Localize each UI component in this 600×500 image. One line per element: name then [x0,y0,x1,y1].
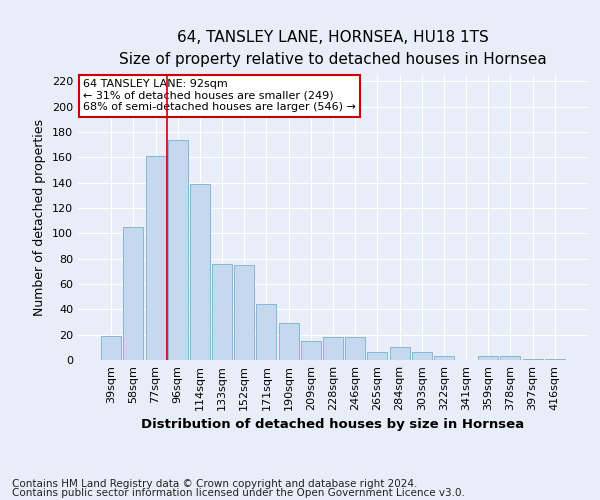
Text: Contains public sector information licensed under the Open Government Licence v3: Contains public sector information licen… [12,488,465,498]
Bar [301,341,321,360]
Bar [545,358,565,360]
Text: Contains HM Land Registry data © Crown copyright and database right 2024.: Contains HM Land Registry data © Crown c… [12,479,418,489]
Bar [146,156,166,360]
Bar [523,358,542,360]
Bar [478,356,498,360]
Bar [412,352,432,360]
Bar [256,304,277,360]
Bar [101,336,121,360]
Bar [168,140,188,360]
X-axis label: Distribution of detached houses by size in Hornsea: Distribution of detached houses by size … [142,418,524,432]
Bar [212,264,232,360]
Bar [367,352,388,360]
Title: 64, TANSLEY LANE, HORNSEA, HU18 1TS
Size of property relative to detached houses: 64, TANSLEY LANE, HORNSEA, HU18 1TS Size… [119,30,547,67]
Bar [434,356,454,360]
Bar [500,356,520,360]
Bar [234,265,254,360]
Text: 64 TANSLEY LANE: 92sqm
← 31% of detached houses are smaller (249)
68% of semi-de: 64 TANSLEY LANE: 92sqm ← 31% of detached… [83,80,356,112]
Y-axis label: Number of detached properties: Number of detached properties [34,119,46,316]
Bar [190,184,210,360]
Bar [389,348,410,360]
Bar [323,337,343,360]
Bar [124,227,143,360]
Bar [278,324,299,360]
Bar [345,337,365,360]
